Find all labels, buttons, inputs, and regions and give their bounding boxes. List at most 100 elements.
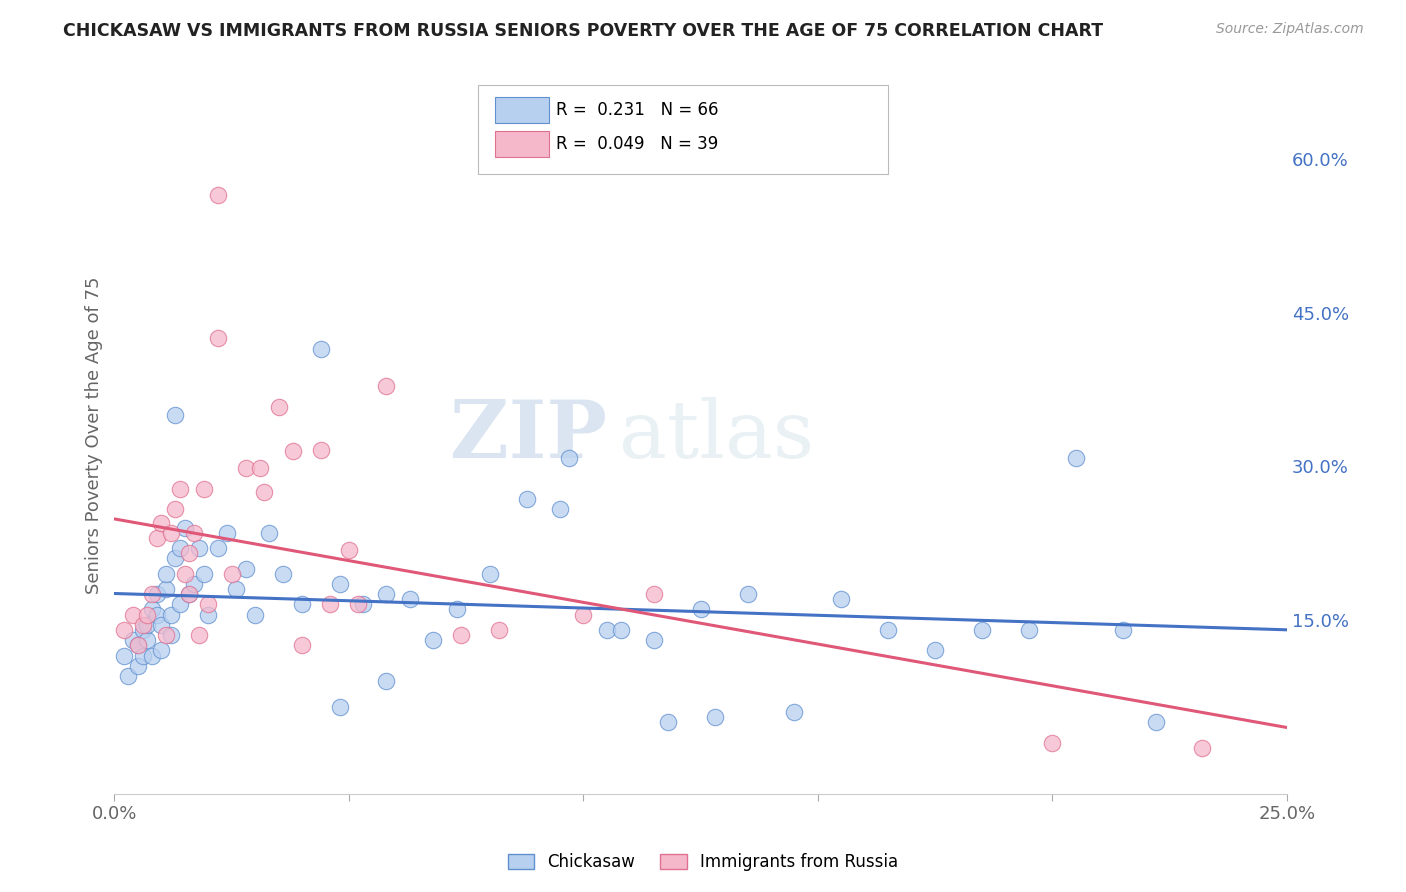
Point [1064,451,1087,466]
Point [187,628,209,642]
Point [136,607,159,622]
Point [193,482,215,496]
Point [1040,735,1063,749]
Point [1191,740,1213,755]
Point [291,638,314,652]
Point [145,587,167,601]
Point [141,587,163,601]
Point [155,628,177,642]
Point [122,633,145,648]
Point [179,587,201,601]
Point [643,587,665,601]
Point [337,543,360,558]
Legend: Chickasaw, Immigrants from Russia: Chickasaw, Immigrants from Russia [499,845,907,880]
Point [155,582,177,596]
Point [1144,714,1167,729]
Point [159,607,181,622]
Point [141,602,163,616]
Y-axis label: Seniors Poverty Over the Age of 75: Seniors Poverty Over the Age of 75 [86,277,103,594]
Point [548,502,571,516]
Point [159,628,181,642]
Point [207,541,229,555]
Point [309,342,332,356]
Point [319,598,342,612]
Point [347,598,370,612]
Point [281,443,304,458]
Point [1018,623,1040,637]
Text: R =  0.049   N = 39: R = 0.049 N = 39 [557,135,718,153]
Point [267,400,290,414]
FancyBboxPatch shape [495,96,550,122]
Point [737,587,759,601]
Point [207,331,229,345]
Point [643,633,665,648]
Point [924,643,946,657]
Point [127,638,149,652]
Point [122,607,145,622]
Point [169,541,191,555]
Point [375,379,398,393]
Point [127,658,149,673]
Point [150,643,173,657]
Point [516,491,538,506]
Point [221,566,243,581]
Point [112,623,135,637]
Point [235,461,257,475]
Point [179,546,201,560]
Point [193,566,215,581]
Point [141,648,163,663]
Point [783,705,806,719]
Point [165,408,187,422]
Point [291,598,314,612]
Point [131,648,153,663]
Point [165,502,187,516]
Point [150,618,173,632]
Point [197,598,219,612]
Point [422,633,444,648]
Point [197,607,219,622]
Point [225,582,247,596]
Point [150,516,173,530]
Point [207,188,229,202]
Point [877,623,900,637]
Point [657,714,679,729]
Point [155,566,177,581]
Point [183,525,205,540]
Point [328,699,350,714]
Point [131,623,153,637]
Text: CHICKASAW VS IMMIGRANTS FROM RUSSIA SENIORS POVERTY OVER THE AGE OF 75 CORRELATI: CHICKASAW VS IMMIGRANTS FROM RUSSIA SENI… [63,22,1104,40]
Point [375,587,398,601]
Point [183,577,205,591]
Point [145,607,167,622]
Point [375,674,398,689]
Point [488,623,510,637]
Point [112,648,135,663]
Point [253,484,276,499]
Point [235,561,257,575]
Point [309,442,332,457]
Point [271,566,294,581]
Point [257,525,280,540]
Point [399,592,422,607]
Point [596,623,619,637]
Point [117,669,139,683]
Point [328,577,350,591]
Point [215,525,238,540]
Point [243,607,266,622]
Point [610,623,633,637]
Point [558,451,581,466]
Point [136,618,159,632]
Point [830,592,852,607]
Point [169,598,191,612]
Point [1112,623,1135,637]
Point [187,541,209,555]
Point [173,566,195,581]
Point [179,587,201,601]
Text: R =  0.231   N = 66: R = 0.231 N = 66 [557,101,718,119]
Point [352,598,374,612]
Point [478,566,501,581]
Point [159,525,181,540]
Point [689,602,711,616]
Point [970,623,993,637]
FancyBboxPatch shape [495,131,550,157]
